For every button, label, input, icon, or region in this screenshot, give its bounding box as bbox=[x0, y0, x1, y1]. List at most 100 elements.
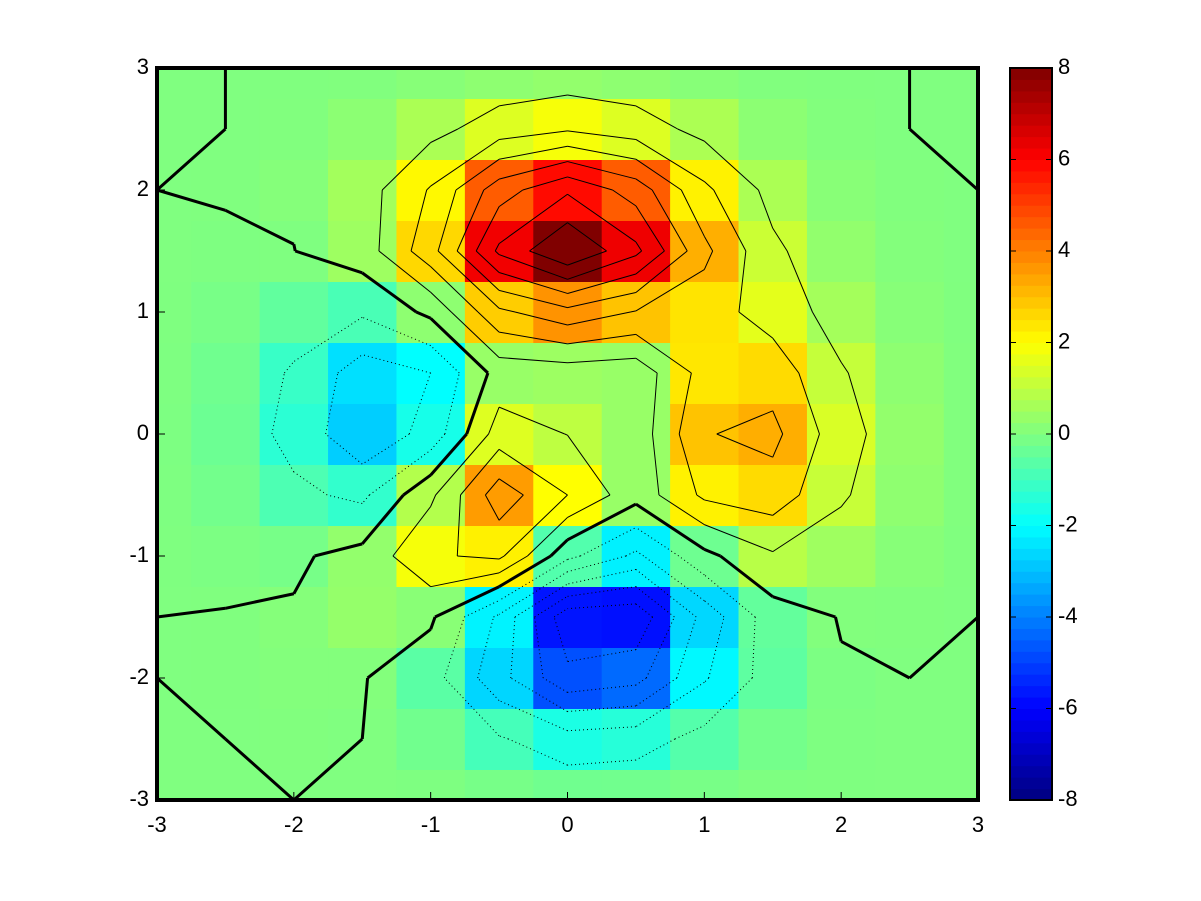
contour-segment bbox=[293, 316, 363, 362]
contour-segment bbox=[477, 311, 500, 333]
contour-segment bbox=[703, 250, 714, 270]
contour-segment bbox=[542, 677, 568, 693]
contour-segment bbox=[635, 139, 705, 182]
colorbar-swatch bbox=[1010, 399, 1052, 412]
heat-cell bbox=[806, 525, 876, 587]
colorbar-swatch bbox=[1010, 113, 1052, 126]
contour-segment bbox=[635, 250, 665, 275]
contour-segment bbox=[772, 228, 788, 252]
contour-segment bbox=[635, 333, 692, 374]
contour-segment bbox=[534, 595, 568, 618]
heat-cell bbox=[464, 525, 534, 587]
colorbar-swatch bbox=[1010, 571, 1052, 584]
contour-segment bbox=[651, 433, 660, 496]
contour-segment bbox=[508, 738, 568, 766]
heat-cell bbox=[396, 525, 466, 587]
heat-cell bbox=[191, 525, 261, 587]
heat-cell bbox=[533, 68, 603, 99]
contour-segment bbox=[430, 128, 459, 143]
colorbar-tick-label: -6 bbox=[1058, 694, 1078, 719]
heat-cell bbox=[464, 342, 534, 404]
colorbar-swatch bbox=[1010, 456, 1052, 469]
heat-cell bbox=[738, 403, 808, 465]
heat-cell bbox=[601, 403, 671, 465]
heat-cell bbox=[191, 342, 261, 404]
heat-cell bbox=[259, 708, 329, 770]
heat-cell bbox=[875, 525, 945, 587]
contour-segment bbox=[635, 269, 705, 312]
contour-segment bbox=[643, 555, 705, 602]
contour-segment bbox=[635, 250, 642, 256]
colorbar-swatch bbox=[1010, 754, 1052, 767]
colorbar-swatch bbox=[1010, 411, 1052, 424]
contour-segment bbox=[757, 189, 774, 229]
contour-segment bbox=[429, 317, 489, 375]
contour-segment bbox=[429, 433, 468, 477]
contour-segment bbox=[498, 555, 528, 574]
heat-cell bbox=[875, 281, 945, 343]
contour-segment bbox=[430, 345, 460, 374]
contour-segment bbox=[772, 506, 842, 553]
contour-segment bbox=[498, 145, 568, 160]
heat-cell bbox=[738, 159, 808, 221]
heat-cell bbox=[533, 98, 603, 160]
contour-segment bbox=[850, 433, 867, 496]
contour-segment bbox=[378, 250, 431, 293]
contour-segment bbox=[498, 554, 552, 588]
colorbar-tick-label: -8 bbox=[1058, 786, 1078, 811]
heat-cell bbox=[464, 68, 534, 99]
heat-cell bbox=[601, 220, 671, 282]
contour-segment bbox=[635, 357, 658, 374]
heat-cell bbox=[396, 647, 466, 709]
contour-segment bbox=[157, 188, 226, 212]
contour-segment bbox=[772, 433, 784, 458]
heat-cell bbox=[875, 342, 945, 404]
contour-segment bbox=[566, 502, 637, 542]
contour-segment bbox=[498, 289, 568, 309]
heat-cell bbox=[464, 708, 534, 770]
heat-cell bbox=[601, 98, 671, 160]
contour-segment bbox=[498, 571, 568, 615]
heat-cell bbox=[191, 586, 261, 648]
contour-segment bbox=[361, 494, 405, 545]
contour-segment bbox=[738, 250, 747, 313]
heat-cell bbox=[396, 586, 466, 648]
colorbar bbox=[1010, 68, 1052, 801]
heat-cell bbox=[670, 464, 740, 526]
contour-segment bbox=[381, 142, 432, 191]
colorbar-swatch bbox=[1010, 376, 1052, 389]
contour-segment bbox=[908, 615, 978, 680]
heat-cell bbox=[259, 281, 329, 343]
colorbar-swatch bbox=[1010, 285, 1052, 298]
contour-segment bbox=[498, 254, 568, 280]
heat-cell bbox=[738, 464, 808, 526]
contour-segment bbox=[369, 449, 431, 496]
heat-cell bbox=[943, 68, 978, 99]
colorbar-tick-label: 8 bbox=[1058, 54, 1070, 79]
x-tick-label: 2 bbox=[835, 812, 847, 837]
contour-segment bbox=[498, 307, 516, 313]
heat-cell bbox=[738, 525, 808, 587]
heat-cell bbox=[875, 769, 945, 800]
heat-cell bbox=[328, 525, 397, 587]
contour-segment bbox=[567, 176, 613, 191]
contour-segment bbox=[676, 616, 697, 679]
contour-segment bbox=[840, 361, 849, 374]
contour-segment bbox=[510, 677, 568, 712]
heat-cell bbox=[396, 708, 466, 770]
colorbar-swatch bbox=[1010, 777, 1052, 790]
contour-segment bbox=[402, 473, 432, 497]
contour-segment bbox=[157, 606, 226, 619]
contour-segment bbox=[443, 616, 465, 679]
colorbar-swatch bbox=[1010, 342, 1052, 355]
contour-segment bbox=[567, 130, 636, 140]
colorbar-swatch bbox=[1010, 536, 1052, 549]
y-tick-label: -2 bbox=[129, 664, 149, 689]
heat-cell bbox=[259, 220, 329, 282]
colorbar-tick-label: 0 bbox=[1058, 420, 1070, 445]
heat-cell bbox=[943, 647, 978, 709]
contour-segment bbox=[429, 616, 437, 630]
contour-segment bbox=[498, 161, 568, 180]
contour-segment bbox=[678, 372, 692, 435]
heat-cell bbox=[396, 403, 466, 465]
